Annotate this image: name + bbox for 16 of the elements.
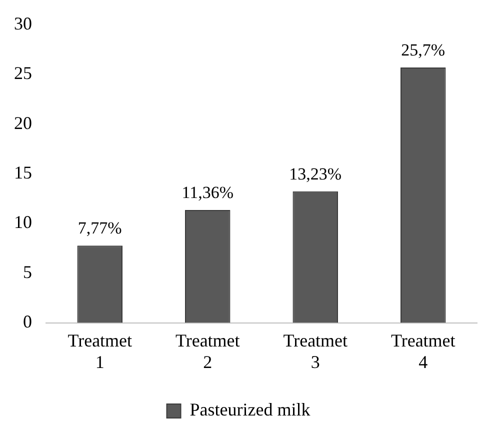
y-tick-label: 5 xyxy=(23,262,32,282)
y-tick-label: 25 xyxy=(14,63,32,84)
legend-label: Pasteurized milk xyxy=(190,400,310,420)
y-tick-label: 20 xyxy=(14,112,32,133)
y-tick-label: 0 xyxy=(23,312,32,332)
y-tick-label: 30 xyxy=(14,14,32,34)
y-tick-label: 10 xyxy=(14,212,32,232)
x-tick-label: Treatmet 4 xyxy=(390,330,456,372)
data-label: 11,36% xyxy=(182,182,234,202)
x-tick-label: Treatmet 2 xyxy=(175,330,240,372)
data-label: 25,7% xyxy=(401,40,446,60)
y-tick-label: 15 xyxy=(14,162,32,183)
x-tick-label: Treatmet 3 xyxy=(283,330,348,372)
x-tick-label: Treatmet 1 xyxy=(68,330,132,372)
data-label: 7,77% xyxy=(78,218,122,238)
data-label: 13,23% xyxy=(289,164,342,184)
